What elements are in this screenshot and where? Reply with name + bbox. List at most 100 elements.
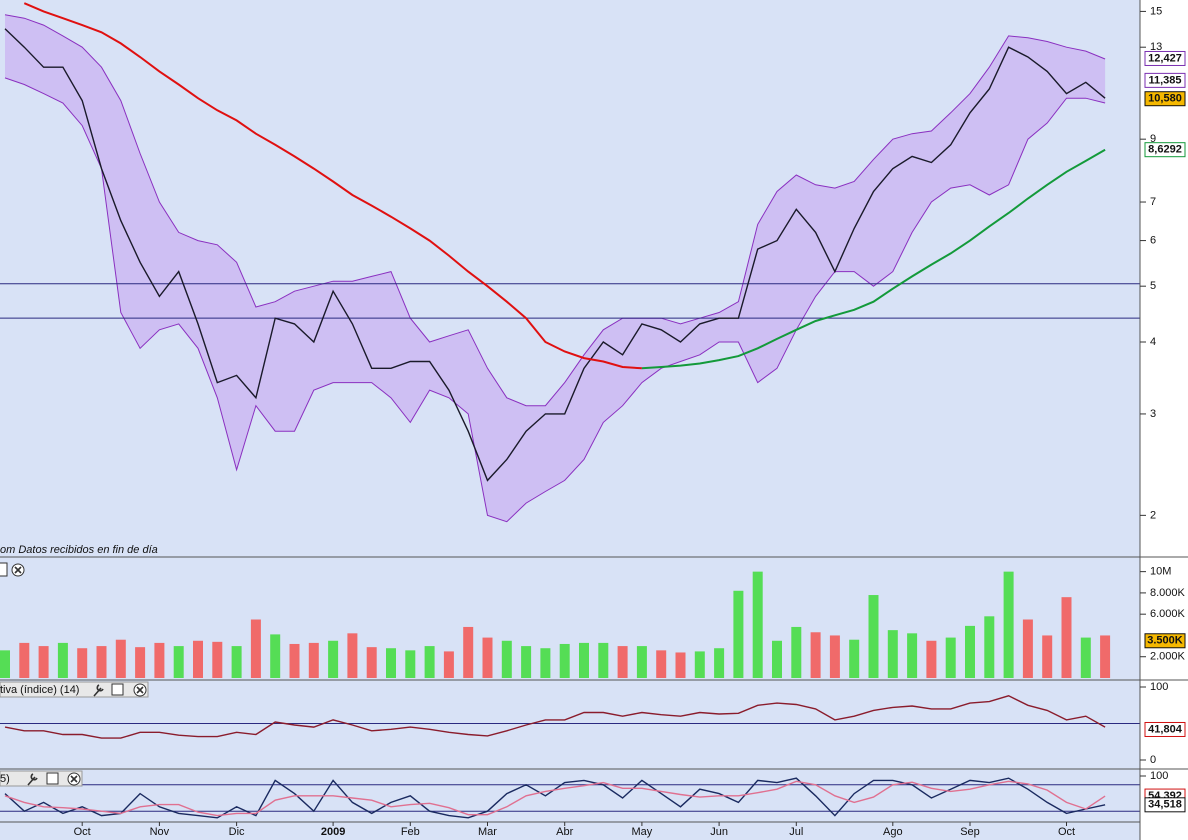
series-line: [4, 28, 1106, 482]
x-tick-label: Dic: [229, 826, 245, 838]
x-tick-label: Jun: [710, 826, 728, 838]
volume-toolbar: [0, 562, 25, 577]
volume-bar: [115, 639, 126, 678]
window-icon[interactable]: [46, 772, 59, 785]
volume-bar: [1003, 571, 1014, 678]
last-value-box: [1144, 91, 1186, 107]
panel-header: [0, 770, 83, 787]
y-tick-label: 9: [1150, 133, 1156, 145]
volume-bar: [289, 643, 300, 678]
volume-bar: [77, 648, 88, 678]
volume-bar: [636, 646, 647, 678]
volume-bar: [1080, 637, 1091, 678]
volume-bar: [791, 626, 802, 678]
last-value-label: 41,804: [1148, 723, 1183, 735]
data-note: om Datos recibidos en fin de día: [0, 544, 158, 556]
volume-bar: [347, 633, 358, 678]
y-tick-label: 3: [1150, 408, 1156, 420]
last-value-label: 3.500K: [1147, 635, 1183, 647]
volume-bar: [559, 643, 570, 678]
last-value-box: [1144, 142, 1186, 158]
window-icon[interactable]: [0, 562, 8, 577]
volume-bar: [887, 630, 898, 678]
y-tick-label: 13: [1150, 41, 1162, 53]
x-tick-label: May: [632, 826, 653, 838]
volume-bar: [270, 634, 281, 678]
series-line: [23, 2, 642, 370]
plot-layer: [0, 2, 1140, 819]
x-tick-label: Feb: [401, 826, 420, 838]
x-tick-label: Oct: [74, 826, 91, 838]
volume-bar: [752, 571, 763, 678]
volume-bar: [96, 646, 107, 678]
panel-title: tiva (índice) (14): [0, 684, 79, 696]
volume-bar: [482, 637, 493, 678]
volume-bar: [193, 640, 203, 678]
volume-bar: [521, 646, 532, 678]
x-tick-label: Mar: [478, 826, 497, 838]
y-tick-label: 5: [1150, 280, 1156, 292]
y-tick-label: 15: [1150, 5, 1162, 17]
right-axis-area: [1140, 0, 1188, 840]
close-glyph: [136, 686, 144, 694]
volume-bar: [656, 650, 667, 678]
volume-bar: [1042, 635, 1053, 678]
panel-header: [0, 681, 149, 698]
volume-bar: [945, 637, 956, 678]
last-value-box: [1144, 50, 1186, 66]
last-value-label: 11,385: [1148, 74, 1181, 86]
volume-bar: [443, 651, 454, 678]
y-tick-label: 2: [1150, 509, 1156, 521]
x-tick-label: 2009: [321, 826, 345, 838]
volume-bar: [424, 646, 435, 678]
volume-bar: [231, 646, 242, 678]
close-glyph: [70, 775, 78, 783]
volume-bar: [965, 625, 975, 678]
volume-bar: [579, 642, 589, 678]
volume-bar: [617, 646, 628, 678]
volume-bar: [57, 642, 68, 678]
volume-bar: [829, 635, 840, 678]
volume-bar: [694, 651, 705, 678]
y-tick-label: 7: [1150, 196, 1156, 208]
settings-icon[interactable]: [27, 773, 38, 786]
x-tick-label: Nov: [150, 826, 170, 838]
y-tick-label: 8.000K: [1150, 587, 1186, 599]
last-value-label: 12,427: [1148, 52, 1182, 64]
window-icon[interactable]: [111, 683, 124, 696]
volume-bar: [926, 640, 937, 678]
volume-bar: [501, 640, 512, 678]
volume-bar: [540, 648, 551, 678]
volume-bar: [308, 642, 319, 678]
y-tick-label: 2.000K: [1150, 651, 1186, 663]
last-value-label: 8,6292: [1148, 144, 1182, 156]
series-line: [4, 780, 1106, 817]
volume-bar: [386, 648, 396, 678]
band-upper: [4, 14, 1106, 407]
volume-bar: [328, 640, 339, 678]
volume-bar: [733, 590, 744, 678]
stoch-toolbar: 5): [0, 770, 83, 787]
y-tick-label: 100: [1150, 681, 1168, 693]
series-line: [641, 148, 1106, 370]
volume-bar: [907, 633, 918, 678]
volume-bar: [250, 619, 261, 678]
volume-bar: [868, 595, 879, 678]
settings-icon[interactable]: [93, 684, 104, 697]
last-value-box: [1144, 72, 1186, 88]
last-value-label: 10,580: [1148, 93, 1182, 105]
volume-bar: [810, 632, 821, 678]
y-tick-label: 4: [1150, 336, 1156, 348]
volume-bar: [675, 652, 686, 678]
volume-bar: [984, 616, 995, 678]
volume-bar: [598, 642, 609, 678]
volume-bar: [38, 646, 49, 678]
volume-bar: [366, 647, 377, 678]
y-tick-label: 100: [1150, 770, 1168, 782]
x-tick-label: Ago: [883, 826, 903, 838]
band-fill: [5, 14, 1106, 522]
series-line: [4, 695, 1106, 739]
x-tick-label: Oct: [1058, 826, 1075, 838]
volume-bar: [1100, 635, 1111, 678]
